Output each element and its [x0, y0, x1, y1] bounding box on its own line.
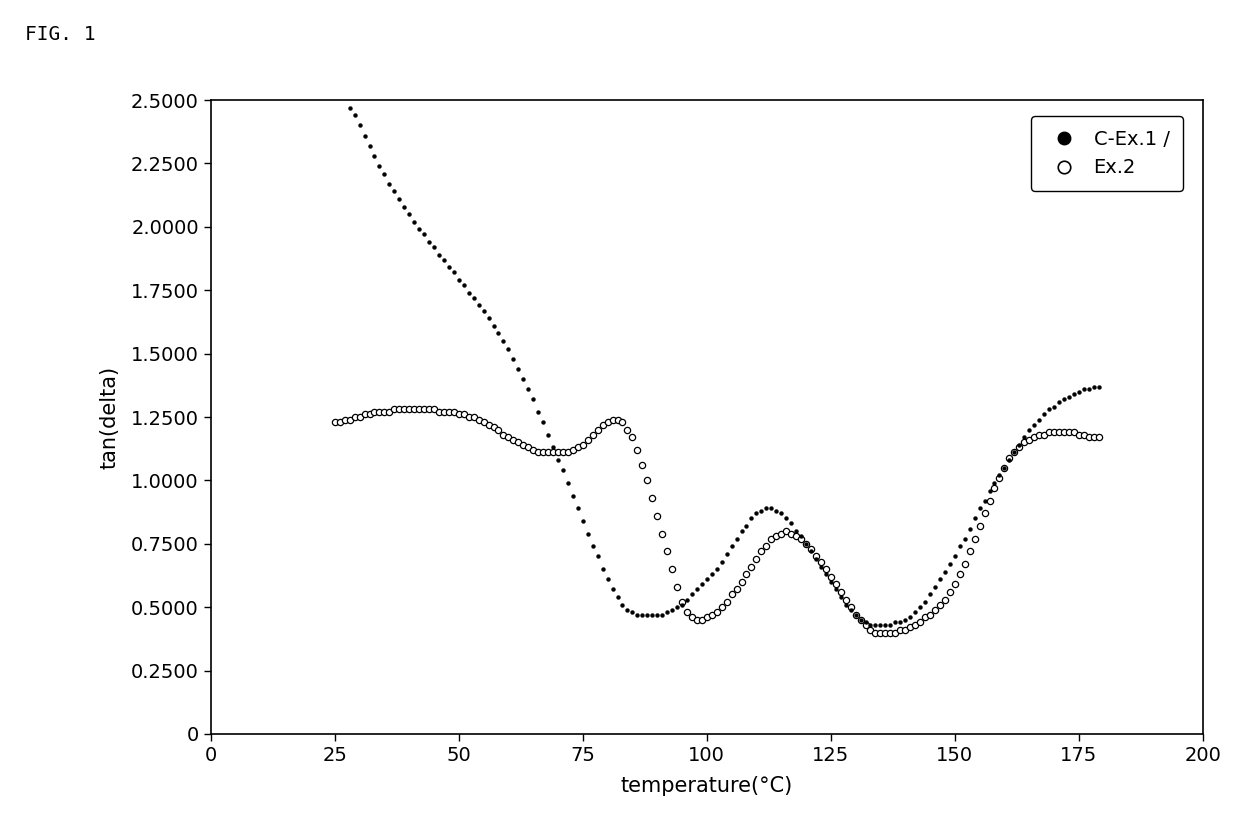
X-axis label: temperature(°C): temperature(°C): [621, 776, 792, 796]
Y-axis label: tan(delta): tan(delta): [100, 365, 120, 469]
Legend: C-Ex.1 /, Ex.2: C-Ex.1 /, Ex.2: [1032, 116, 1183, 191]
Text: FIG. 1: FIG. 1: [25, 25, 95, 44]
